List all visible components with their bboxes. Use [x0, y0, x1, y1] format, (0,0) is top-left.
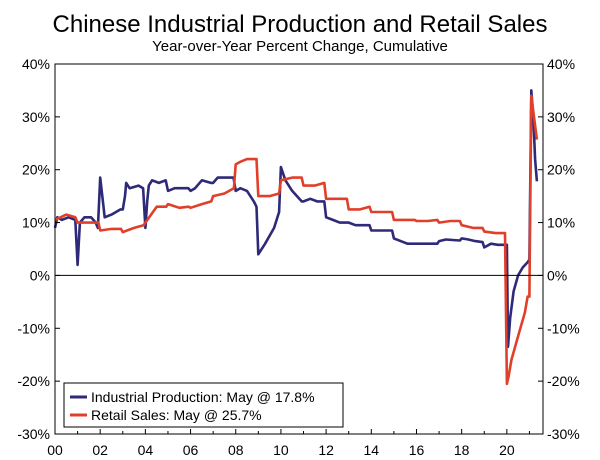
x-tick-label: 06 [183, 442, 199, 458]
y-tick-label-right: 30% [547, 109, 575, 125]
y-tick-label-right: 10% [547, 215, 575, 231]
series-line-industrial-production [53, 89, 539, 349]
y-tick-label-right: -10% [547, 320, 580, 336]
legend-label-retail-sales: Retail Sales: May @ 25.7% [91, 407, 262, 423]
y-tick-label-left: 0% [30, 267, 50, 283]
y-tick-label-left: -20% [17, 373, 50, 389]
x-tick-label: 00 [47, 442, 63, 458]
x-tick-label: 14 [364, 442, 380, 458]
x-tick-label: 18 [454, 442, 470, 458]
y-tick-label-left: -30% [17, 426, 50, 442]
y-tick-label-right: -30% [547, 426, 580, 442]
plot-lines [53, 89, 539, 386]
x-tick-label: 10 [273, 442, 289, 458]
y-tick-label-right: 0% [547, 267, 567, 283]
x-tick-label: 04 [138, 442, 154, 458]
y-tick-label-right: 20% [547, 162, 575, 178]
series-line-retail-sales [54, 94, 539, 386]
y-tick-label-left: 30% [22, 109, 50, 125]
x-tick-label: 20 [499, 442, 515, 458]
legend: Industrial Production: May @ 17.8% Retai… [63, 382, 344, 428]
y-tick-label-left: -10% [17, 320, 50, 336]
chart-subtitle: Year-over-Year Percent Change, Cumulativ… [152, 38, 448, 55]
y-axis-right: 40% 30% 20% 10% 0% -10% -20% -30% [538, 56, 580, 442]
x-tick-label: 08 [228, 442, 244, 458]
y-tick-label-right: 40% [547, 56, 575, 72]
y-tick-label-left: 10% [22, 215, 50, 231]
x-tick-label: 16 [409, 442, 425, 458]
legend-box [63, 382, 344, 428]
y-tick-label-left: 40% [22, 56, 50, 72]
x-axis: 00 02 04 06 08 10 12 14 16 18 20 [47, 429, 530, 458]
y-tick-label-left: 20% [22, 162, 50, 178]
y-axis-left: 40% 30% 20% 10% 0% -10% -20% -30% [17, 56, 60, 442]
x-tick-label: 12 [318, 442, 334, 458]
legend-label-industrial-production: Industrial Production: May @ 17.8% [91, 389, 315, 405]
x-tick-label: 02 [92, 442, 108, 458]
plot-frame [54, 63, 544, 435]
chart-title: Chinese Industrial Production and Retail… [53, 11, 548, 38]
y-tick-label-right: -20% [547, 373, 580, 389]
